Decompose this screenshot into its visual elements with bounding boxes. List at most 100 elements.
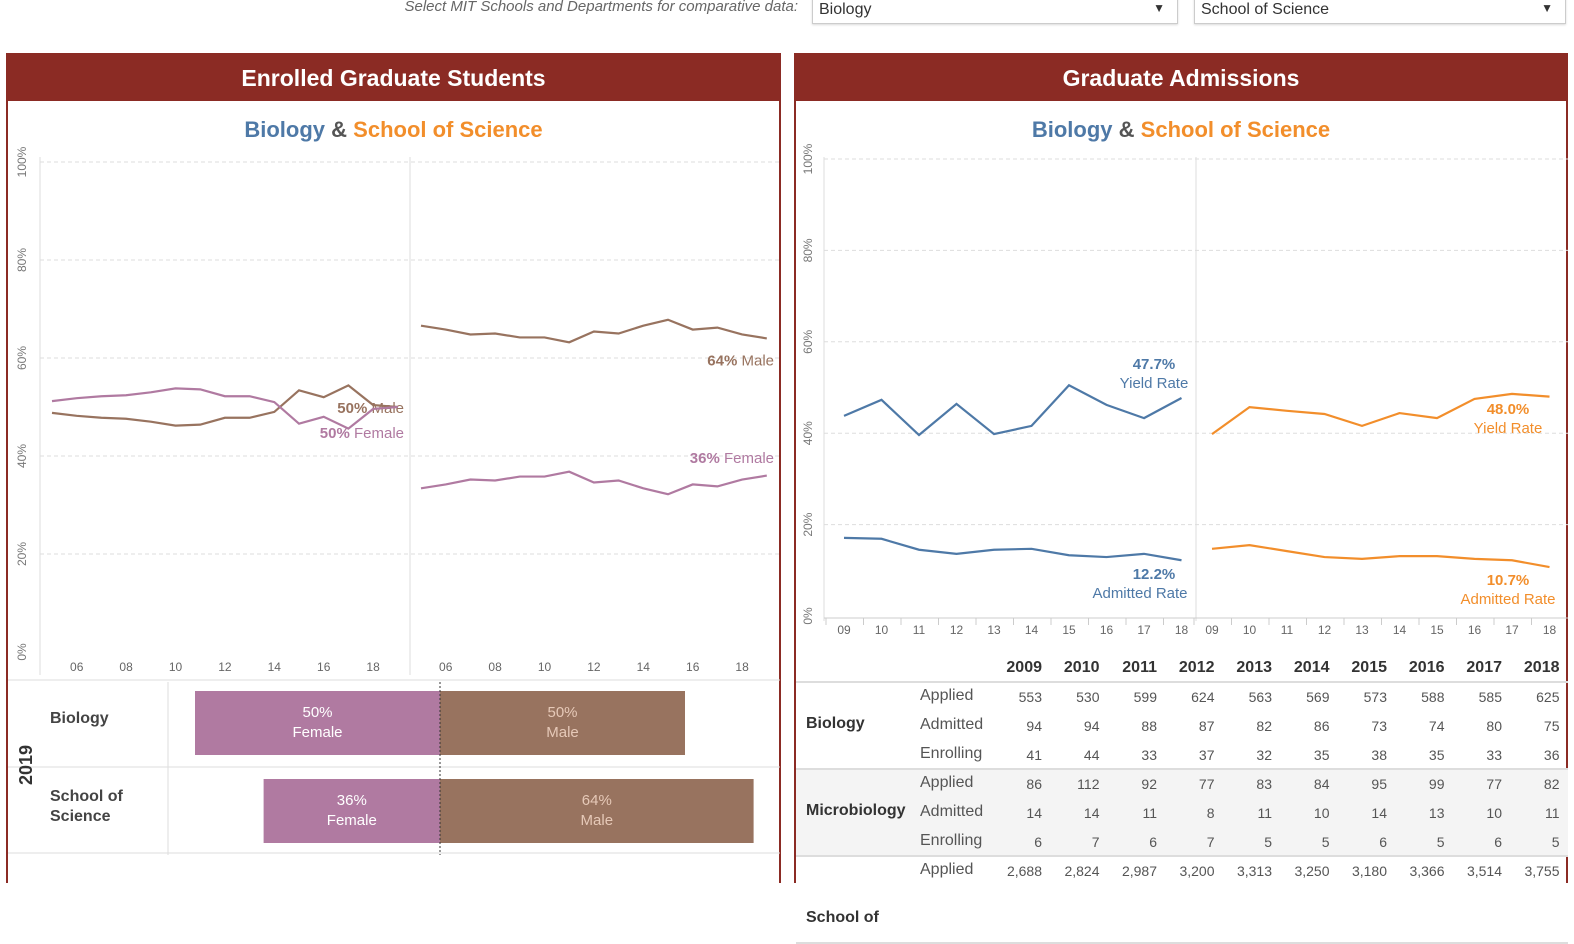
bar-row-label: Biology xyxy=(50,710,109,727)
y-tick-label: 20% xyxy=(801,512,815,536)
admissions-panel: Graduate Admissions Biology & School of … xyxy=(794,53,1568,944)
table-cell: 74 xyxy=(1428,718,1445,734)
table-cell: 6 xyxy=(1149,834,1157,850)
table-cell: 112 xyxy=(1077,776,1100,792)
series-end-label: 64% Male xyxy=(707,352,774,369)
x-tick-label: 17 xyxy=(1505,623,1519,637)
department-dropdown[interactable]: Biology ▼ xyxy=(812,0,1178,24)
table-cell: 5 xyxy=(1551,834,1560,850)
filter-label: Select MIT Schools and Departments for c… xyxy=(404,0,798,15)
y-tick-label: 80% xyxy=(801,238,815,262)
table-cell: 3,755 xyxy=(1524,863,1560,879)
table-cell: 11 xyxy=(1142,805,1157,821)
table-cell: 14 xyxy=(1083,805,1100,821)
table-cell: 35 xyxy=(1428,747,1445,763)
x-tick-label: 18 xyxy=(366,660,380,674)
table-cell: 35 xyxy=(1313,747,1330,763)
table-cell: 8 xyxy=(1206,805,1215,821)
table-group: Microbiology Applied 86 112 92 77 83 84 95 99 77 82… xyxy=(796,770,1568,857)
x-tick-label: 12 xyxy=(1318,623,1332,637)
x-tick-label: 09 xyxy=(1205,623,1219,637)
table-cell: 86 xyxy=(1313,718,1330,734)
filter-bar: Select MIT Schools and Departments for c… xyxy=(0,0,1574,30)
table-cell: 36 xyxy=(1543,747,1560,763)
y-tick-label: 80% xyxy=(15,248,29,272)
rate-name: Admitted Rate xyxy=(1092,585,1187,602)
male-word: Male xyxy=(581,812,614,829)
metric-label: Enrolling xyxy=(920,745,983,762)
table-row: Enrolling 41 44 33 37 32 35 38 35 33 36 xyxy=(796,741,1568,770)
x-tick-label: 17 xyxy=(1137,623,1151,637)
table-cell: 6 xyxy=(1379,834,1387,850)
label-text: Male xyxy=(737,352,774,369)
table-cell: 2,824 xyxy=(1064,863,1100,879)
x-tick-label: 09 xyxy=(837,623,851,637)
school-dropdown[interactable]: School of Science ▼ xyxy=(1194,0,1566,24)
rate-value: 47.7% xyxy=(1133,356,1176,373)
x-tick-label: 14 xyxy=(1025,623,1039,637)
x-tick-label: 14 xyxy=(1393,623,1407,637)
year-header: 2015 xyxy=(1351,659,1387,676)
metric-label: Applied xyxy=(920,774,974,791)
table-cell: 5 xyxy=(1264,834,1272,850)
x-tick-label: 16 xyxy=(1100,623,1114,637)
y-tick-label: 100% xyxy=(15,146,29,177)
table-row: Applied 2,688 2,824 2,987 3,200 3,313 3,250 3,1… xyxy=(796,857,1568,886)
x-tick-label: 10 xyxy=(169,660,183,674)
y-tick-label: 0% xyxy=(801,607,815,625)
table-cell: 83 xyxy=(1256,776,1272,792)
table-cell: 563 xyxy=(1248,689,1272,705)
chevron-down-icon: ▼ xyxy=(1153,1,1165,15)
series-end-label: 50% Female xyxy=(320,425,404,442)
male-word: Male xyxy=(546,724,579,741)
school-value: School of Science xyxy=(1201,1,1330,18)
series-line-yield-rate xyxy=(1211,392,1550,436)
x-tick-label: 18 xyxy=(1175,623,1189,637)
table-group: School of Applied 2,688 2,824 2,987 3,200 3,31… xyxy=(796,857,1568,944)
table-cell: 625 xyxy=(1536,689,1560,705)
table-cell: 7 xyxy=(1206,834,1215,850)
table-cell: 88 xyxy=(1141,718,1157,734)
table-cell: 95 xyxy=(1371,776,1387,792)
series-line-male xyxy=(51,384,398,427)
series-end-label: 36% Female xyxy=(690,450,774,467)
metric-label: Enrolling xyxy=(920,832,983,849)
female-bar xyxy=(263,779,440,843)
label-text: Female xyxy=(350,425,404,442)
subtitle-school: School of Science xyxy=(1140,117,1331,142)
table-cell: 3,366 xyxy=(1409,863,1445,879)
panel-subtitle: Biology & School of Science xyxy=(796,117,1566,143)
x-tick-label: 06 xyxy=(70,660,84,674)
x-tick-label: 18 xyxy=(735,660,749,674)
table-header-row: 2009 2010 2011 2012 2013 2014 2015 2016 2017 2018 xyxy=(796,653,1568,683)
x-tick-label: 13 xyxy=(1355,623,1369,637)
subtitle-department: Biology xyxy=(1031,117,1113,142)
table-cell: 73 xyxy=(1371,718,1387,734)
y-tick-label: 40% xyxy=(801,421,815,445)
table-cell: 99 xyxy=(1428,776,1445,792)
table-cell: 33 xyxy=(1486,747,1502,763)
table-cell: 32 xyxy=(1256,747,1272,763)
table-cell: 84 xyxy=(1313,776,1330,792)
female-word: Female xyxy=(292,724,342,741)
table-group: Biology Applied 553 530 599 624 563 569 573 588 58… xyxy=(796,683,1568,770)
series-line-female xyxy=(420,470,767,496)
metric-label: Admitted xyxy=(920,716,984,733)
panel-title: Graduate Admissions xyxy=(796,55,1566,101)
label-value: 50% xyxy=(320,425,350,442)
x-tick-label: 16 xyxy=(1468,623,1482,637)
table-cell: 3,250 xyxy=(1294,863,1330,879)
table-cell: 94 xyxy=(1083,718,1100,734)
series-line-yield-rate xyxy=(843,383,1183,437)
table-cell: 38 xyxy=(1371,747,1387,763)
year-header: 2012 xyxy=(1178,659,1215,676)
y-tick-label: 40% xyxy=(15,444,29,468)
group-label: Microbiology xyxy=(806,802,906,819)
male-bar xyxy=(440,691,685,755)
bar-row-label: Science xyxy=(50,808,111,825)
table-cell: 588 xyxy=(1421,689,1445,705)
year-header: 2018 xyxy=(1523,659,1560,676)
label-value: 50% xyxy=(337,400,367,417)
table-row: Admitted 94 94 88 87 82 86 73 74 80 75 xyxy=(796,712,1568,741)
table-cell: 14 xyxy=(1026,805,1042,821)
